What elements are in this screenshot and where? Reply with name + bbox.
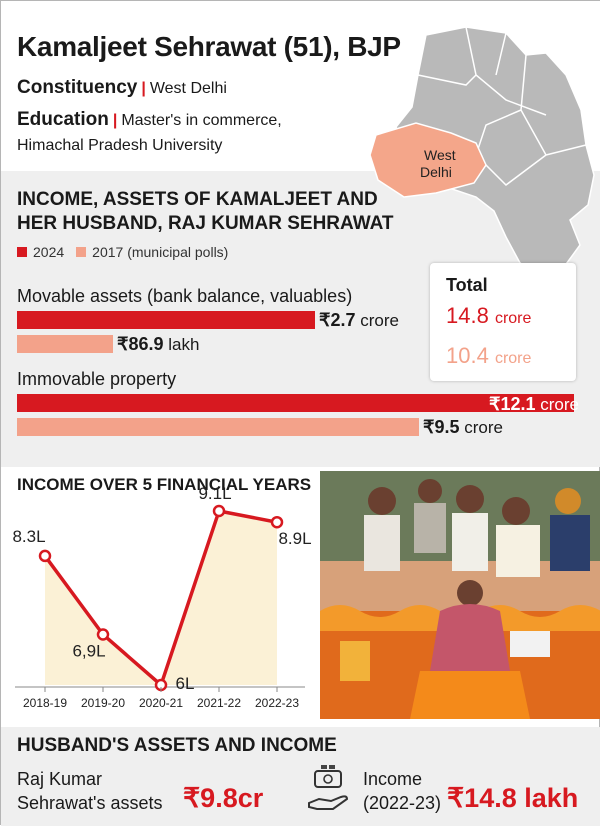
income-chart-panel: INCOME OVER 5 FINANCIAL YEARS 8.3L 2018-1… (1, 467, 313, 719)
education-value-line1: Master's in commerce, (121, 112, 282, 129)
total-label: Total (446, 275, 488, 295)
husband-income-label-line2: (2022-23) (363, 793, 442, 813)
total-2024: 14.8 crore (446, 303, 532, 328)
husband-income-value: ₹14.8 lakh (447, 783, 579, 813)
education-label: Education (17, 109, 109, 130)
immovable-property-label: Immovable property (17, 369, 177, 389)
separator: | (112, 112, 118, 129)
husband-assets-label-line2: Sehrawat's assets (17, 793, 163, 813)
income-line-chart: 8.3L 2018-19 6,9L 2019-20 6L 2020-21 9.1L 2021-… (12, 484, 311, 710)
total-box: Total 14.8 crore 10.4 crore (430, 263, 576, 381)
income-point (96, 628, 110, 641)
value-immovable-2024: ₹12.1 crore (489, 394, 579, 414)
legend-label-2024: 2024 (33, 244, 65, 260)
assets-title-line2: HER HUSBAND, RAJ KUMAR SEHRAWAT (17, 213, 394, 234)
bar-immovable-2017 (17, 418, 419, 436)
campaign-photo (320, 471, 600, 719)
bar-movable-2017 (17, 335, 113, 353)
income-x-tick: 2019-20 (81, 696, 125, 710)
bar-movable-2024 (17, 311, 315, 329)
total-2017: 10.4 crore (446, 343, 532, 368)
income-x-tick: 2021-22 (197, 696, 241, 710)
income-area (45, 511, 277, 685)
education-line: Education | Master's in commerce, (17, 109, 282, 131)
separator: | (141, 80, 146, 97)
movable-assets-label: Movable assets (bank balance, valuables) (17, 286, 353, 306)
constituency-line: Constituency | West Delhi (17, 77, 227, 99)
education-value-line2: Himachal Pradesh University (17, 137, 223, 154)
delhi-map: West Delhi (369, 26, 595, 278)
income-chart-title: INCOME OVER 5 FINANCIAL YEARS (17, 475, 312, 494)
money-hand-icon (308, 765, 349, 810)
income-x-tick: 2020-21 (139, 696, 183, 710)
income-x-tick: 2022-23 (255, 696, 299, 710)
income-data-label: 6L (176, 674, 195, 693)
west-delhi-district (369, 122, 487, 198)
income-data-label: 8.9L (278, 529, 311, 548)
value-movable-2024: ₹2.7 crore (319, 310, 399, 330)
legend-label-2017: 2017 (municipal polls) (92, 244, 229, 260)
husband-section: HUSBAND'S ASSETS AND INCOME Raj Kumar Se… (1, 727, 600, 826)
income-data-label: 9.1L (198, 484, 231, 503)
value-movable-2017: ₹86.9 lakh (117, 334, 200, 354)
assets-title-line1: INCOME, ASSETS OF KAMALJEET AND (17, 189, 378, 210)
income-point (38, 549, 52, 563)
value-immovable-2017: ₹9.5 crore (423, 417, 503, 437)
legend-swatch-2024 (17, 247, 27, 257)
income-point (270, 515, 284, 529)
map-label-line2: Delhi (420, 164, 452, 180)
constituency-value: West Delhi (149, 80, 227, 97)
husband-income-label-line1: Income (363, 769, 423, 789)
income-x-tick: 2018-19 (23, 696, 67, 710)
legend-swatch-2017 (76, 247, 87, 257)
husband-assets-value: ₹9.8cr (183, 783, 264, 813)
income-data-label: 6,9L (72, 641, 105, 660)
assets-legend: 2024 2017 (municipal polls) (17, 244, 228, 260)
bar-immovable-2024 (17, 394, 574, 412)
income-point (212, 504, 226, 518)
map-label-line1: West (424, 147, 456, 163)
constituency-label: Constituency (17, 77, 138, 98)
husband-assets-label-line1: Raj Kumar (17, 769, 103, 789)
income-data-label: 8.3L (12, 527, 45, 546)
husband-title: HUSBAND'S ASSETS AND INCOME (17, 735, 337, 756)
candidate-name: Kamaljeet Sehrawat (51), BJP (17, 31, 401, 62)
